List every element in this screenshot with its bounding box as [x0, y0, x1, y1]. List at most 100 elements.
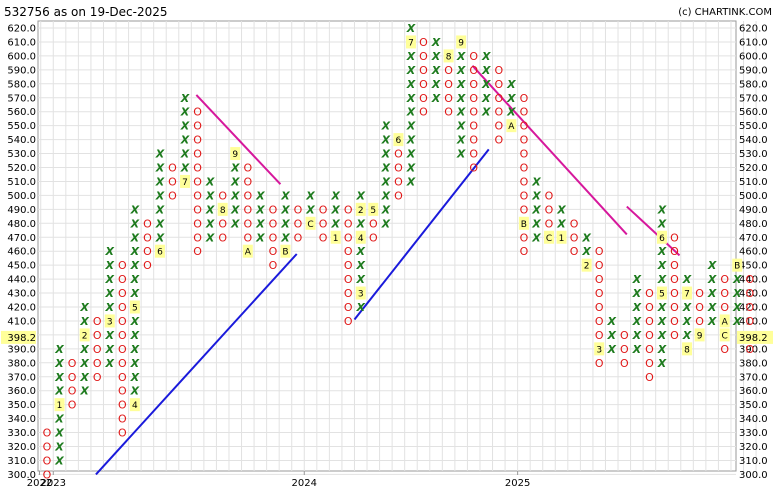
o-mark: O: [168, 175, 177, 188]
x-mark: X: [130, 273, 140, 286]
x-mark: X: [356, 217, 366, 230]
x-mark: X: [330, 203, 340, 216]
month-marker: 3: [358, 290, 364, 300]
x-mark: X: [155, 217, 165, 230]
x-mark: X: [230, 189, 240, 202]
x-mark: X: [657, 217, 667, 230]
x-mark: X: [406, 162, 416, 175]
o-mark: O: [319, 203, 328, 216]
x-mark: X: [54, 343, 64, 356]
o-mark: O: [595, 357, 604, 370]
month-marker: 7: [684, 290, 690, 300]
x-mark: X: [707, 259, 717, 272]
o-mark: O: [218, 217, 227, 230]
x-mark: X: [54, 454, 64, 467]
o-mark: O: [394, 189, 403, 202]
x-mark: X: [79, 301, 89, 314]
x-mark: X: [682, 315, 692, 328]
o-mark: O: [294, 203, 303, 216]
o-mark: O: [93, 343, 102, 356]
o-mark: O: [469, 50, 478, 63]
x-mark: X: [54, 427, 64, 440]
o-mark: O: [620, 357, 629, 370]
month-marker: C: [307, 220, 313, 230]
o-mark: O: [243, 175, 252, 188]
o-mark: O: [43, 427, 52, 440]
y-tick-label: 350.0: [7, 400, 36, 411]
month-marker-bg: [544, 230, 554, 244]
o-mark: O: [294, 231, 303, 244]
o-mark: O: [645, 301, 654, 314]
x-mark: X: [657, 273, 667, 286]
month-marker: 7: [408, 38, 414, 48]
y-tick-label: 390.0: [7, 344, 36, 355]
o-mark: O: [720, 273, 729, 286]
x-mark: X: [632, 329, 642, 342]
o-mark: O: [193, 217, 202, 230]
y-tick-label: 420.0: [7, 303, 36, 314]
x-mark: X: [155, 148, 165, 161]
x-mark: X: [406, 50, 416, 63]
o-mark: O: [344, 315, 353, 328]
x-mark: X: [531, 217, 541, 230]
trendlines: [95, 64, 681, 476]
x-mark: X: [280, 203, 290, 216]
month-marker: A: [245, 248, 252, 258]
month-marker: 1: [333, 234, 339, 244]
month-marker: 1: [559, 234, 565, 244]
y-tick-label: 610.0: [739, 37, 768, 48]
chart-credit: (c) CHARTINK.COM: [678, 7, 772, 18]
o-mark: O: [118, 287, 127, 300]
y-tick-label: 500.0: [739, 191, 768, 202]
x-mark: X: [305, 189, 315, 202]
o-mark: O: [118, 343, 127, 356]
o-mark: O: [494, 134, 503, 147]
month-marker: C: [546, 234, 552, 244]
x-tick-label: 2022: [27, 478, 52, 489]
o-mark: O: [193, 162, 202, 175]
o-mark: O: [394, 162, 403, 175]
month-marker-bg: [129, 300, 140, 314]
x-mark: X: [79, 315, 89, 328]
x-mark: X: [657, 343, 667, 356]
o-mark: O: [193, 231, 202, 244]
o-mark: O: [520, 175, 529, 188]
month-marker-bg: [656, 286, 667, 300]
x-mark: X: [657, 357, 667, 370]
x-mark: X: [381, 134, 391, 147]
o-mark: O: [344, 273, 353, 286]
o-mark: O: [394, 148, 403, 161]
x-mark: X: [381, 203, 391, 216]
month-marker: 3: [107, 317, 113, 327]
y-tick-label: 560.0: [7, 107, 36, 118]
x-mark: X: [155, 189, 165, 202]
month-marker-bg: [280, 244, 291, 258]
o-mark: O: [118, 427, 127, 440]
o-mark: O: [520, 245, 529, 258]
x-mark: X: [431, 78, 441, 91]
y-tick-label: 390.0: [739, 344, 768, 355]
o-mark: O: [269, 259, 278, 272]
x-mark: X: [506, 78, 516, 91]
o-mark: O: [118, 273, 127, 286]
o-mark: O: [494, 106, 503, 119]
y-tick-label: 600.0: [739, 51, 768, 62]
month-marker: 9: [697, 331, 703, 341]
o-mark: O: [118, 399, 127, 412]
x-mark: X: [406, 148, 416, 161]
o-mark: O: [243, 203, 252, 216]
month-marker-bg: [104, 314, 115, 328]
o-mark: O: [143, 231, 152, 244]
o-mark: O: [168, 189, 177, 202]
month-marker-bg: [556, 230, 567, 244]
grid: [38, 21, 757, 475]
x-mark: X: [180, 162, 190, 175]
month-marker: A: [508, 122, 515, 132]
x-mark: X: [155, 203, 165, 216]
x-tick-label: 2023: [41, 478, 66, 489]
month-marker: 5: [659, 290, 665, 300]
x-mark: X: [130, 385, 140, 398]
x-mark: X: [556, 217, 566, 230]
x-mark: X: [130, 357, 140, 370]
month-marker: 6: [157, 248, 163, 258]
